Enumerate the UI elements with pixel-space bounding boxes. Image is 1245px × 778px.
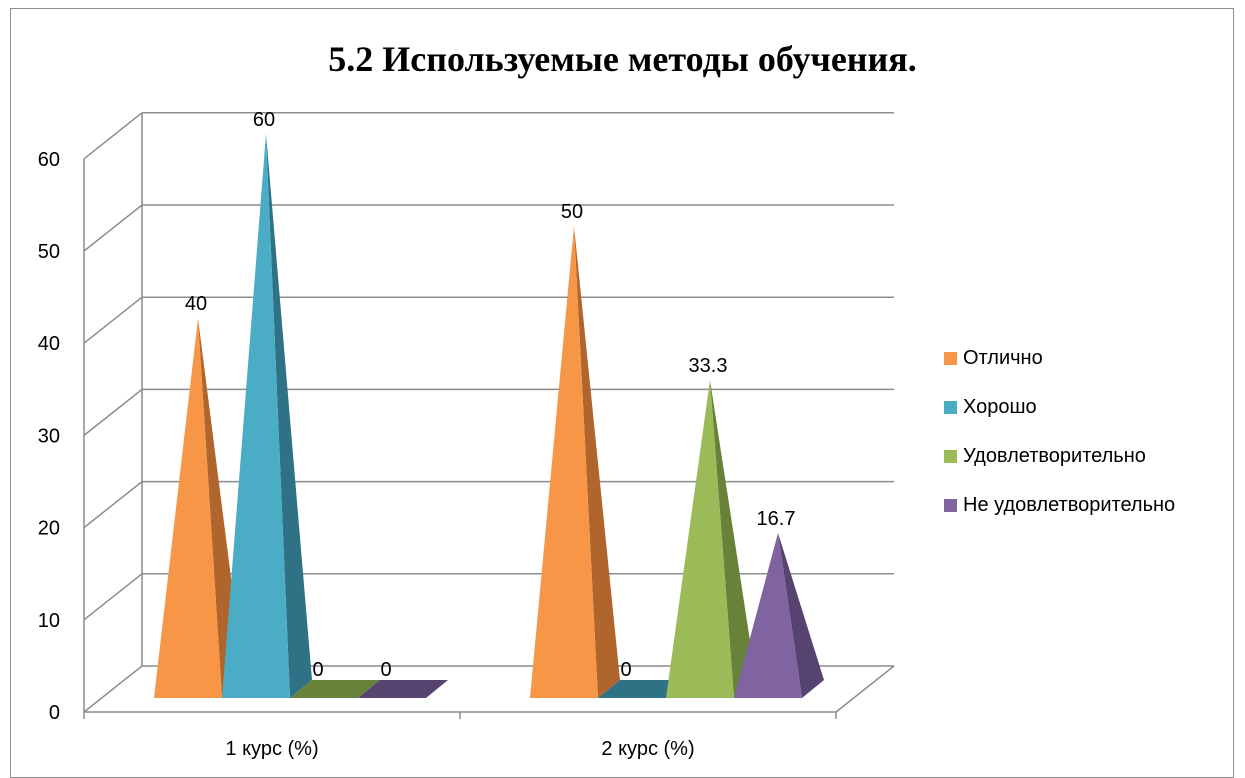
pyramid-front-face <box>734 533 802 698</box>
legend-item-otlichno: Отлично <box>944 340 1175 376</box>
gridline-side <box>83 296 143 344</box>
data-label: 33.3 <box>689 355 728 377</box>
y-tick-label: 30 <box>38 425 60 447</box>
y-tick-label: 0 <box>49 702 60 724</box>
pyramid-flat-base <box>290 680 380 698</box>
x-tick-label: 2 курс (%) <box>601 738 694 760</box>
pyramid-front-face <box>154 318 222 698</box>
gridline-side <box>83 665 143 713</box>
data-label: 16.7 <box>757 508 796 530</box>
data-label: 50 <box>561 201 583 223</box>
floor-edge <box>835 665 895 713</box>
legend-swatch <box>944 351 957 365</box>
pyramid-front-face <box>666 379 734 698</box>
pyramid-front-face <box>222 133 290 699</box>
legend-item-khorosho: Хорошо <box>944 389 1175 425</box>
gridline-side <box>83 112 143 160</box>
legend-swatch <box>944 449 957 463</box>
pyramid-side-face <box>778 533 824 698</box>
pyramid-side-face <box>574 226 620 698</box>
data-label: 60 <box>253 109 275 131</box>
pyramid-flat-base <box>358 680 448 698</box>
legend-label: Отлично <box>963 346 1043 369</box>
data-label: 0 <box>620 659 631 681</box>
y-tick-label: 60 <box>38 149 60 171</box>
gridline-side <box>83 573 143 621</box>
legend-swatch <box>944 498 957 512</box>
y-tick-label: 10 <box>38 610 60 632</box>
data-label: 0 <box>380 659 391 681</box>
pyramid-side-face <box>710 379 756 698</box>
gridline-side <box>83 481 143 529</box>
y-tick-label: 20 <box>38 518 60 540</box>
legend-swatch <box>944 400 957 414</box>
legend-label: Не удовлетворительно <box>963 493 1176 516</box>
gridline-side <box>83 388 143 436</box>
y-tick-label: 50 <box>38 241 60 263</box>
pyramid-front-face <box>530 226 598 698</box>
data-label: 40 <box>185 293 207 315</box>
legend-item-ne-udovletvoritelno: Не удовлетворительно <box>944 487 1175 523</box>
chart-title: 5.2 Используемые методы обучения. <box>328 39 917 79</box>
legend-item-udovletvoritelno: Удовлетворительно <box>944 438 1175 474</box>
gridline-side <box>83 204 143 252</box>
x-tick-label: 1 курс (%) <box>225 738 318 760</box>
pyramid-side-face <box>266 133 312 699</box>
pyramid-flat-base <box>598 680 688 698</box>
legend-label: Хорошо <box>963 395 1037 418</box>
data-label: 0 <box>312 659 323 681</box>
y-tick-label: 40 <box>38 333 60 355</box>
legend-label: Удовлетворительно <box>963 444 1146 467</box>
chart-legend: Отлично Хорошо Удовлетворительно Не удов… <box>944 340 1175 536</box>
